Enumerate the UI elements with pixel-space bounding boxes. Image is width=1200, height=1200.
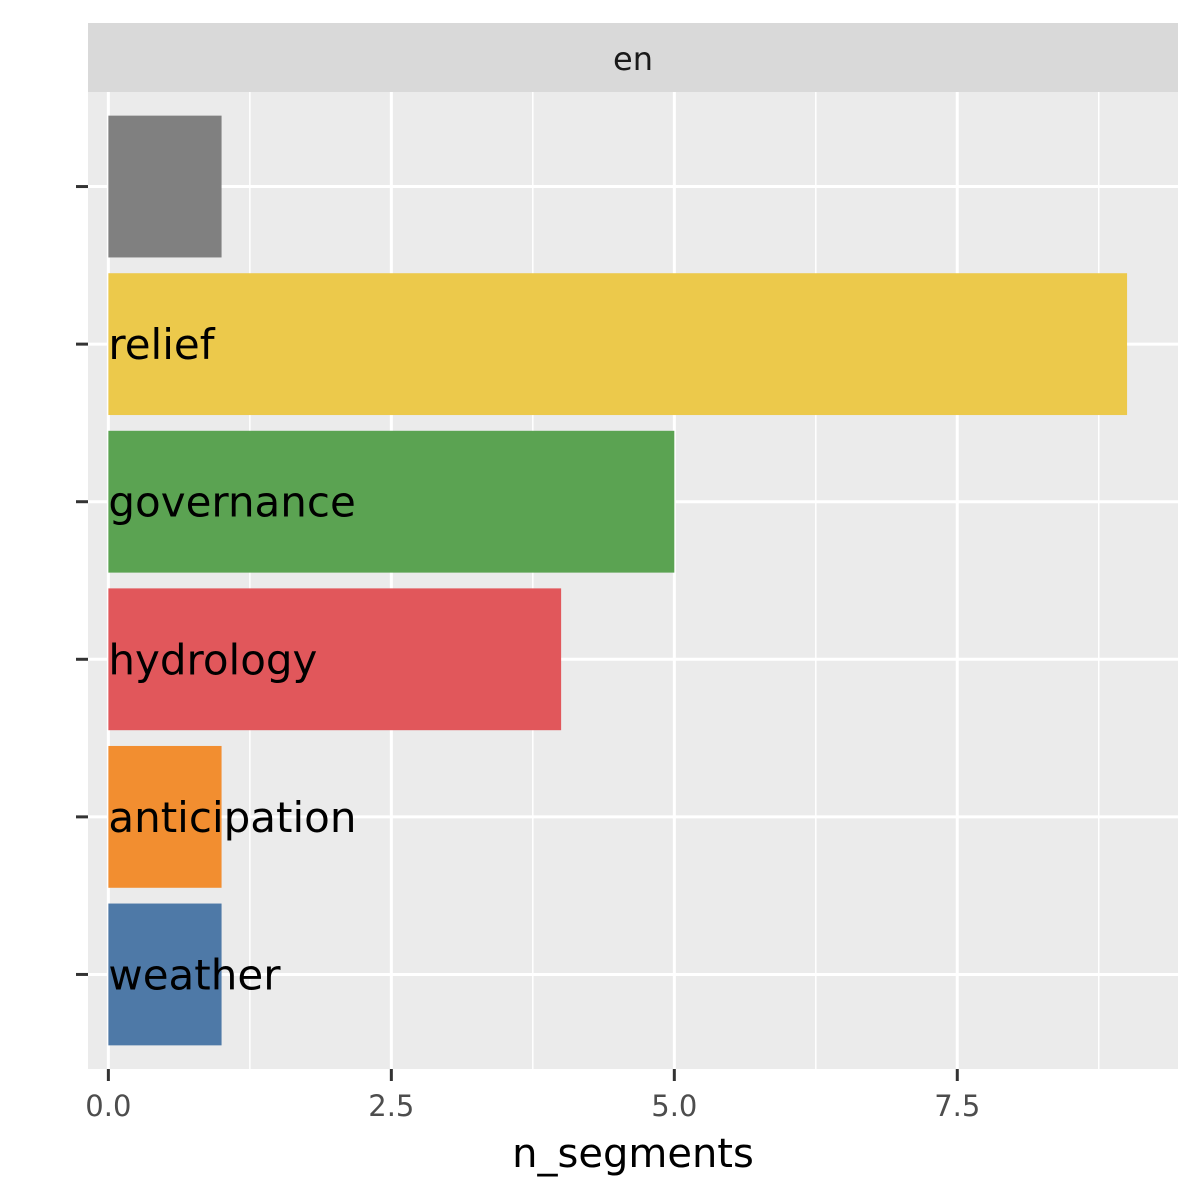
bar-label: weather bbox=[108, 950, 281, 999]
bar-labels: relief governance hydrology anticipation wea… bbox=[108, 320, 356, 999]
x-tick-label: 5.0 bbox=[651, 1089, 697, 1123]
bar-label: governance bbox=[108, 478, 356, 527]
bar-label: hydrology bbox=[108, 635, 317, 684]
bar bbox=[108, 115, 222, 258]
bars bbox=[108, 115, 1128, 1046]
x-axis: 0.0 2.5 5.0 7.5 bbox=[85, 1069, 980, 1123]
x-tick-label: 7.5 bbox=[934, 1089, 980, 1123]
bar bbox=[108, 430, 675, 573]
bar bbox=[108, 588, 562, 731]
facet-label: en bbox=[613, 40, 653, 78]
bar-label: relief bbox=[108, 320, 215, 369]
x-tick-label: 2.5 bbox=[368, 1089, 414, 1123]
x-axis-title: n_segments bbox=[512, 1131, 754, 1177]
bar bbox=[108, 903, 222, 1046]
plot-panel bbox=[88, 92, 1178, 1069]
bar bbox=[108, 273, 1128, 416]
x-tick-label: 0.0 bbox=[85, 1089, 131, 1123]
bar-label: anticipation bbox=[108, 793, 356, 842]
y-axis bbox=[76, 185, 88, 976]
facet-strip bbox=[88, 23, 1178, 92]
bar bbox=[108, 745, 222, 888]
